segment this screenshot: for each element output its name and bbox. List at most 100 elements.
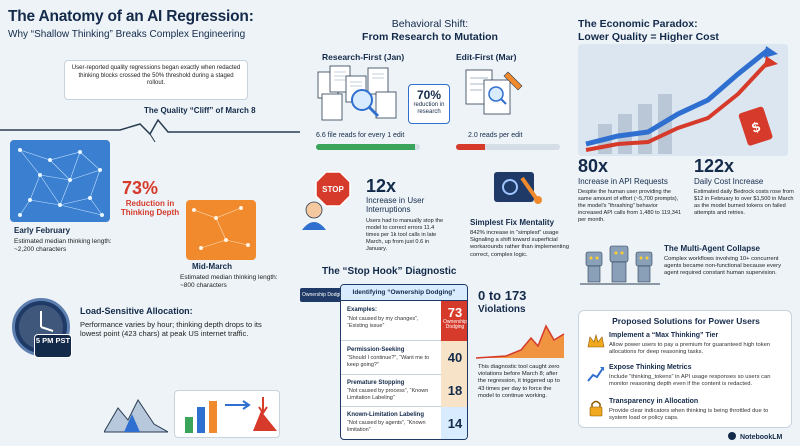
page-subtitle: Why “Shallow Thinking” Breaks Complex En…: [8, 29, 246, 40]
violations-value: 0 to 173: [478, 288, 527, 303]
violations-text: This diagnostic tool caught zero violati…: [478, 364, 560, 399]
edit-first-caption: 2.0 reads per edit: [468, 132, 523, 139]
mid-march-text: Estimated median thinking length: ~800 c…: [180, 274, 278, 290]
solution-text: Include “thinking_tokens” in API usage r…: [609, 374, 771, 388]
edit-first-bar-fill: [456, 144, 486, 150]
api-requests-value: 80x: [578, 156, 609, 176]
dense-network-icon: [18, 148, 104, 217]
row-sub: “Not caused by my changes”, “Existing is…: [347, 316, 419, 329]
load-title: Load-Sensitive Allocation:: [80, 306, 193, 316]
stop-hook-title: The “Stop Hook” Diagnostic: [322, 266, 457, 277]
diagnostic-table: Identifying “Ownership Dodging” Examples…: [340, 284, 468, 440]
api-requests-text: Despite the human user providing the sam…: [578, 189, 682, 223]
behavior-title-line1: Behavioral Shift:: [391, 18, 469, 30]
simplest-fix-text: 842% increase in “simplest” usage Signal…: [470, 230, 569, 258]
row-value-box: 18: [441, 375, 467, 407]
economic-title-line2: Lower Quality = Higher Cost: [578, 30, 719, 43]
diagnostic-table-title: Identifying “Ownership Dodging”: [341, 285, 467, 301]
thinking-reduction-label: Reduction in Thinking Depth: [120, 199, 180, 218]
solution-text: Provide clear indicators when thinking i…: [609, 408, 769, 422]
row-sub: “Should I continue?”, “Want me to keep g…: [347, 355, 430, 368]
solution-title: Transparency in Allocation: [609, 398, 699, 405]
violations-spike-chart: [476, 324, 565, 359]
early-february-label: Early February: [14, 226, 71, 235]
table-row: Known-Limitation Labeling “Not caused by…: [341, 407, 467, 439]
economic-title-line1: The Economic Paradox:: [578, 18, 698, 30]
multi-agent-text: Complex workflows involving 10+ concurre…: [664, 256, 781, 277]
stop-sign-text: STOP: [322, 185, 344, 194]
simplest-fix-title: Simplest Fix Mentality: [470, 218, 555, 227]
row-sub: “Not caused by agents”, “Known limitatio…: [347, 420, 426, 433]
rollout-callout-text: User-reported quality regressions began …: [71, 65, 241, 86]
row-value: 18: [447, 383, 463, 398]
behavior-title-line2: From Research to Mutation: [362, 30, 498, 43]
brand-badge: NotebookLM: [728, 432, 782, 441]
clock-badge: 5 PM PST: [34, 334, 72, 358]
violations-label: Violations: [478, 304, 526, 315]
ownership-file-tag: Ownership Dodging: [300, 288, 348, 302]
thinking-reduction-pct: 73%: [122, 178, 159, 198]
research-reduction-label: reduction in research: [413, 102, 445, 115]
load-text: Performance varies by hour; thinking dep…: [80, 320, 262, 339]
row-value-box: 73 Ownership Dodging: [441, 301, 467, 341]
solution-title: Expose Thinking Metrics: [609, 364, 692, 371]
cliff-title: The Quality “Cliff” of March 8: [144, 106, 256, 115]
row-value: 40: [447, 350, 463, 365]
interruptions-text: Users had to manually stop the model to …: [366, 218, 444, 252]
solution-title: Implement a “Max Thinking” Tier: [609, 332, 719, 339]
page-title: The Anatomy of an AI Regression:: [8, 8, 254, 25]
economic-title: The Economic Paradox: Lower Quality = Hi…: [578, 18, 719, 43]
solution-item: Transparency in Allocation Provide clear…: [587, 397, 787, 427]
table-row: Permission-Seeking “Should I continue?”,…: [341, 341, 467, 375]
table-row: Premature Stopping “Not caused by proces…: [341, 375, 467, 407]
document-edit-icon: [465, 69, 523, 115]
solution-item: Expose Thinking Metrics Include “thinkin…: [587, 363, 787, 395]
row-label: Permission-Seeking: [347, 347, 405, 353]
wrench-gear-icon: [494, 172, 542, 204]
interruptions-value: 12x: [366, 176, 397, 196]
daily-cost-label: Daily Cost Increase: [694, 177, 764, 186]
robots-icon: [580, 245, 660, 285]
mountain-crack-icon: [104, 399, 168, 433]
table-row: Examples: “Not caused by my changes”, “E…: [341, 301, 467, 341]
row-value-sub: Ownership Dodging: [443, 319, 467, 331]
mid-march-label: Mid-March: [192, 262, 232, 271]
multi-agent-title: The Multi-Agent Collapse: [664, 244, 760, 253]
trend-chart-icon: [587, 367, 604, 382]
mid-march-network: [186, 200, 256, 260]
row-label: Known-Limitation Labeling: [347, 412, 424, 418]
edit-first-bar: [456, 144, 560, 150]
crown-icon: [587, 333, 605, 348]
rollout-callout: User-reported quality regressions began …: [64, 60, 248, 100]
documents-magnifier-icon: [317, 65, 397, 121]
row-value-box: 14: [441, 407, 467, 439]
lock-icon: [589, 400, 603, 417]
row-sub: “Not caused by process”, “Known Limitati…: [347, 388, 429, 401]
notebooklm-logo-icon: [728, 432, 736, 440]
research-reduction-pct: 70%: [416, 88, 442, 102]
daily-cost-text: Estimated daily Bedrock costs rose from …: [694, 189, 794, 216]
frustrated-user-icon: STOP: [302, 171, 351, 230]
api-requests-label: Increase in API Requests: [578, 177, 668, 186]
cost-growth-chart: $: [578, 44, 788, 156]
solutions-title: Proposed Solutions for Power Users: [612, 316, 760, 326]
daily-cost-value: 122x: [694, 156, 735, 176]
solution-item: Implement a “Max Thinking” Tier Allow po…: [587, 331, 787, 361]
research-first-caption: 6.6 file reads for every 1 edit: [316, 132, 405, 139]
behavior-title: Behavioral Shift: From Research to Mutat…: [330, 18, 530, 43]
clock-label: 5 PM PST: [35, 336, 71, 345]
row-label: Premature Stopping: [347, 380, 405, 386]
interruptions-label: Increase in User Interruptions: [366, 196, 425, 215]
edit-first-label: Edit-First (Mar): [456, 52, 517, 62]
cliff-crack-graphic: [0, 118, 300, 142]
research-reduction-box: 70% reduction in research: [408, 84, 450, 124]
research-first-bar-fill: [316, 144, 415, 150]
solutions-card: Proposed Solutions for Power Users Imple…: [578, 310, 792, 428]
sparse-network-icon: [192, 206, 250, 250]
bar-chart-icon: [185, 397, 277, 433]
solution-text: Allow power users to pay a premium for g…: [609, 342, 771, 356]
early-february-network: [10, 140, 110, 222]
row-value: 14: [447, 416, 463, 431]
bar-chart-card: [174, 390, 280, 438]
row-value: 73: [447, 305, 463, 320]
